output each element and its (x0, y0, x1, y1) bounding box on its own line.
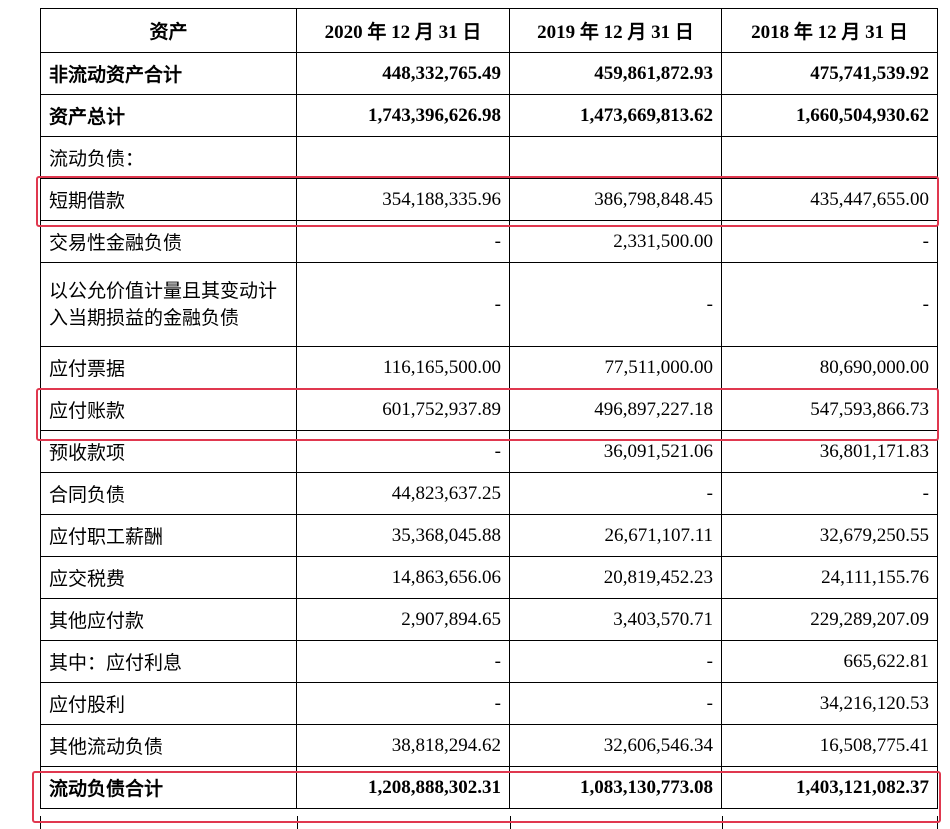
value-2019: 36,091,521.06 (509, 430, 722, 473)
value-2019: 32,606,546.34 (509, 724, 722, 767)
table-continuation (40, 816, 938, 829)
value-2019: 459,861,872.93 (509, 52, 722, 95)
row-advance-receipts: 预收款项 - 36,091,521.06 36,801,171.83 (40, 430, 938, 473)
value-2018: 665,622.81 (721, 640, 938, 683)
value-2020: - (296, 682, 510, 725)
row-label: 其他应付款 (40, 598, 297, 641)
value-2020: 44,823,637.25 (296, 472, 510, 515)
value-2019: - (509, 640, 722, 683)
value-2018: 1,403,121,082.37 (721, 766, 938, 809)
header-2020: 2020 年 12 月 31 日 (296, 8, 510, 53)
row-label: 应付职工薪酬 (40, 514, 297, 557)
row-label: 预收款项 (40, 430, 297, 473)
row-label: 交易性金融负债 (40, 220, 297, 263)
row-taxes-payable: 应交税费 14,863,656.06 20,819,452.23 24,111,… (40, 556, 938, 599)
column-divider (722, 816, 723, 829)
row-label: 资产总计 (40, 94, 297, 137)
value-2020: 2,907,894.65 (296, 598, 510, 641)
value-2018: - (721, 220, 938, 263)
value-2019: 1,473,669,813.62 (509, 94, 722, 137)
value-2018: 36,801,171.83 (721, 430, 938, 473)
value-2020: 601,752,937.89 (296, 388, 510, 431)
row-label: 流动负债合计 (40, 766, 297, 809)
value-2020: 38,818,294.62 (296, 724, 510, 767)
header-assets: 资产 (40, 8, 297, 53)
value-2020: 1,208,888,302.31 (296, 766, 510, 809)
value-2020: - (296, 262, 510, 347)
row-label: 应交税费 (40, 556, 297, 599)
value-2020: 35,368,045.88 (296, 514, 510, 557)
row-accounts-payable: 应付账款 601,752,937.89 496,897,227.18 547,5… (40, 388, 938, 431)
value-2018: 80,690,000.00 (721, 346, 938, 389)
row-other-current-liabilities: 其他流动负债 38,818,294.62 32,606,546.34 16,50… (40, 724, 938, 767)
header-2018: 2018 年 12 月 31 日 (721, 8, 938, 53)
row-total-noncurrent-assets: 非流动资产合计 448,332,765.49 459,861,872.93 47… (40, 52, 938, 95)
row-label: 流动负债： (40, 136, 297, 179)
row-label: 合同负债 (40, 472, 297, 515)
value-2020: 116,165,500.00 (296, 346, 510, 389)
value-2020: - (296, 640, 510, 683)
value-2019: 20,819,452.23 (509, 556, 722, 599)
value-2018: 547,593,866.73 (721, 388, 938, 431)
column-divider (937, 816, 938, 829)
row-total-assets: 资产总计 1,743,396,626.98 1,473,669,813.62 1… (40, 94, 938, 137)
value-2019 (509, 136, 722, 179)
value-2018: 16,508,775.41 (721, 724, 938, 767)
value-2019: 496,897,227.18 (509, 388, 722, 431)
row-label: 其他流动负债 (40, 724, 297, 767)
row-other-payables: 其他应付款 2,907,894.65 3,403,570.71 229,289,… (40, 598, 938, 641)
value-2019: - (509, 682, 722, 725)
value-2020 (296, 136, 510, 179)
value-2019: - (509, 262, 722, 347)
row-label: 其中：应付利息 (40, 640, 297, 683)
header-2019: 2019 年 12 月 31 日 (509, 8, 722, 53)
row-interest-payable: 其中：应付利息 - - 665,622.81 (40, 640, 938, 683)
row-contract-liabilities: 合同负债 44,823,637.25 - - (40, 472, 938, 515)
value-2020: - (296, 430, 510, 473)
row-notes-payable: 应付票据 116,165,500.00 77,511,000.00 80,690… (40, 346, 938, 389)
row-employee-payables: 应付职工薪酬 35,368,045.88 26,671,107.11 32,67… (40, 514, 938, 557)
value-2018: 1,660,504,930.62 (721, 94, 938, 137)
row-total-current-liabilities: 流动负债合计 1,208,888,302.31 1,083,130,773.08… (40, 766, 938, 809)
value-2019: - (509, 472, 722, 515)
balance-sheet-table: 资产 2020 年 12 月 31 日 2019 年 12 月 31 日 201… (40, 8, 938, 809)
column-divider (297, 816, 298, 829)
value-2018 (721, 136, 938, 179)
row-current-liabilities-heading: 流动负债： (40, 136, 938, 179)
value-2019: 1,083,130,773.08 (509, 766, 722, 809)
row-trading-financial-liabilities: 交易性金融负债 - 2,331,500.00 - (40, 220, 938, 263)
row-label: 应付账款 (40, 388, 297, 431)
row-label: 以公允价值计量且其变动计入当期损益的金融负债 (40, 262, 297, 347)
column-divider (510, 816, 511, 829)
row-label: 非流动资产合计 (40, 52, 297, 95)
row-label: 应付股利 (40, 682, 297, 725)
value-2020: 1,743,396,626.98 (296, 94, 510, 137)
value-2018: 32,679,250.55 (721, 514, 938, 557)
value-2020: 448,332,765.49 (296, 52, 510, 95)
value-2018: 475,741,539.92 (721, 52, 938, 95)
value-2019: 2,331,500.00 (509, 220, 722, 263)
value-2019: 386,798,848.45 (509, 178, 722, 221)
value-2018: - (721, 262, 938, 347)
value-2019: 77,511,000.00 (509, 346, 722, 389)
row-dividends-payable: 应付股利 - - 34,216,120.53 (40, 682, 938, 725)
row-fvtpl-financial-liabilities: 以公允价值计量且其变动计入当期损益的金融负债 - - - (40, 262, 938, 347)
value-2020: 354,188,335.96 (296, 178, 510, 221)
value-2019: 3,403,570.71 (509, 598, 722, 641)
value-2019: 26,671,107.11 (509, 514, 722, 557)
value-2018: 435,447,655.00 (721, 178, 938, 221)
row-label: 应付票据 (40, 346, 297, 389)
value-2020: 14,863,656.06 (296, 556, 510, 599)
value-2020: - (296, 220, 510, 263)
value-2018: - (721, 472, 938, 515)
value-2018: 229,289,207.09 (721, 598, 938, 641)
value-2018: 34,216,120.53 (721, 682, 938, 725)
row-label: 短期借款 (40, 178, 297, 221)
header-row: 资产 2020 年 12 月 31 日 2019 年 12 月 31 日 201… (40, 8, 938, 53)
row-short-term-borrowings: 短期借款 354,188,335.96 386,798,848.45 435,4… (40, 178, 938, 221)
value-2018: 24,111,155.76 (721, 556, 938, 599)
